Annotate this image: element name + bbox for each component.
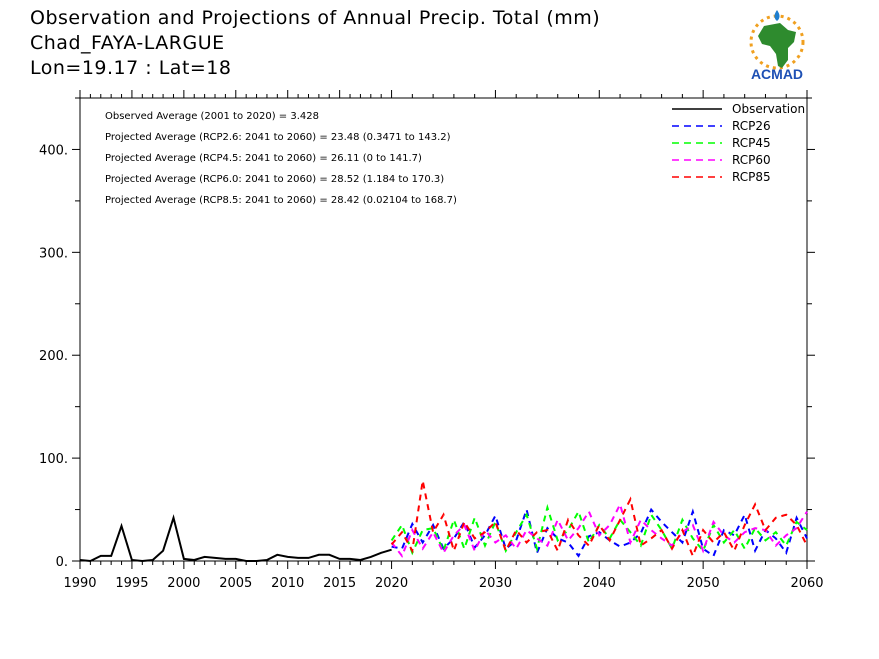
average-annotation: Projected Average (RCP8.5: 2041 to 2060)… bbox=[105, 195, 457, 206]
x-tick-label: 2040 bbox=[583, 576, 616, 591]
series-line-observation bbox=[79, 514, 392, 563]
legend-label: RCP85 bbox=[732, 170, 771, 184]
series-line-rcp26 bbox=[391, 505, 808, 558]
x-tick-label: 2010 bbox=[271, 576, 304, 591]
x-tick-label: 2005 bbox=[219, 576, 252, 591]
average-annotation: Projected Average (RCP6.0: 2041 to 2060)… bbox=[105, 174, 444, 185]
average-annotation: Observed Average (2001 to 2020) = 3.428 bbox=[105, 111, 319, 122]
x-tick-label: 1995 bbox=[115, 576, 148, 591]
y-tick-label: 300. bbox=[39, 246, 68, 261]
series-layer bbox=[79, 480, 808, 563]
x-tick-label: 2020 bbox=[375, 576, 408, 591]
x-tick-label: 2050 bbox=[687, 576, 720, 591]
series-line-rcp85 bbox=[390, 480, 808, 559]
x-tick-label: 1990 bbox=[63, 576, 96, 591]
africa-icon bbox=[758, 23, 796, 68]
y-tick-label: 200. bbox=[39, 349, 68, 364]
x-tick-label: 2000 bbox=[167, 576, 200, 591]
plot-frame bbox=[79, 97, 808, 562]
series-line-rcp45 bbox=[390, 503, 808, 556]
logo-text: ACMAD bbox=[751, 66, 803, 82]
average-annotation: Projected Average (RCP4.5: 2041 to 2060)… bbox=[105, 153, 422, 164]
y-tick-label: 0. bbox=[56, 555, 68, 570]
station-coordinates: Lon=19.17 : Lat=18 bbox=[30, 57, 232, 79]
legend-label: Observation bbox=[732, 102, 805, 116]
title-block: Observation and Projections of Annual Pr… bbox=[30, 6, 600, 81]
water-drop-icon bbox=[774, 10, 780, 21]
x-tick-label: 2015 bbox=[323, 576, 356, 591]
chart-title: Observation and Projections of Annual Pr… bbox=[30, 7, 601, 29]
axes: 0. 100. 200. 300. 400. 1990 1995 2000 2005 2010 20… bbox=[39, 90, 824, 591]
acmad-logo: ACMAD bbox=[749, 10, 805, 82]
x-tick-label: 2060 bbox=[790, 576, 823, 591]
series-line-rcp60 bbox=[390, 501, 808, 558]
x-tick-label: 2030 bbox=[479, 576, 512, 591]
y-tick-label: 100. bbox=[39, 452, 68, 467]
legend-label: RCP60 bbox=[732, 153, 771, 167]
annotations: Observed Average (2001 to 2020) = 3.428 P… bbox=[105, 111, 457, 206]
station-name: Chad_FAYA-LARGUE bbox=[30, 32, 225, 54]
y-tick-label: 400. bbox=[39, 143, 68, 158]
legend-label: RCP45 bbox=[732, 136, 771, 150]
legend: Observation RCP26 RCP45 RCP60 RCP85 bbox=[672, 102, 805, 184]
legend-label: RCP26 bbox=[732, 119, 771, 133]
average-annotation: Projected Average (RCP2.6: 2041 to 2060)… bbox=[105, 132, 451, 143]
